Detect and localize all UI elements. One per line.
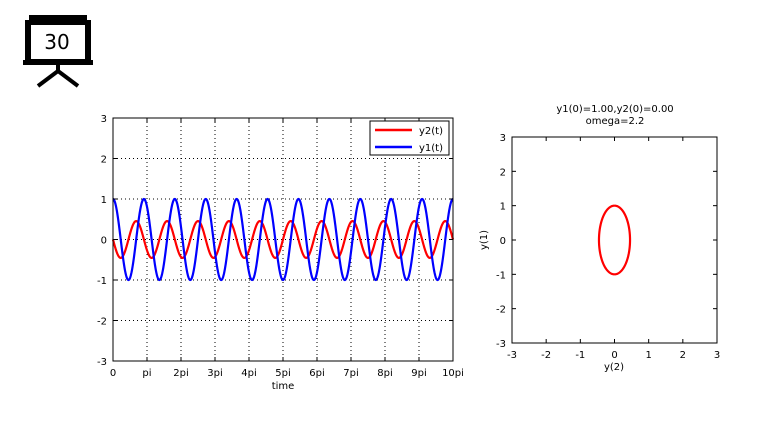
x-tick-label: -2 — [541, 350, 551, 361]
chart-title: y1(0)=1.00,y2(0)=0.00 — [556, 104, 673, 115]
x-tick-label: -1 — [575, 350, 585, 361]
x-tick-label: 0 — [611, 350, 617, 361]
y-tick-label: -2 — [97, 317, 107, 328]
x-axis-label: y(2) — [604, 362, 624, 373]
x-tick-label: 2pi — [173, 368, 189, 379]
x-tick-label: 1 — [645, 350, 651, 361]
x-tick-labels: -3 -2 -1 0 1 2 3 — [507, 350, 720, 361]
phase-trajectory — [597, 204, 632, 276]
x-tick-label: 0 — [110, 368, 116, 379]
y-tick-label: -3 — [97, 357, 107, 368]
phase-trajectory-layer — [597, 204, 632, 276]
y-tick-label: 1 — [101, 195, 107, 206]
y-axis-label: y(1) — [479, 230, 490, 250]
x-tick-label: 2 — [680, 350, 686, 361]
x-tick-label: pi — [142, 368, 151, 379]
y-tick-label: 0 — [101, 236, 107, 247]
legend: y2(t) y1(t) — [369, 120, 450, 156]
y-tick-label: -1 — [496, 270, 506, 281]
x-tick-label: 3 — [714, 350, 720, 361]
x-tick-label: 4pi — [241, 368, 257, 379]
x-axis-label: time — [272, 381, 295, 392]
x-tick-label: 7pi — [343, 368, 359, 379]
tick-marks — [511, 136, 718, 344]
y-tick-labels: 3 2 1 0 -1 -2 -3 — [496, 133, 506, 350]
y-tick-label: 2 — [500, 167, 506, 178]
x-tick-label: 10pi — [442, 368, 464, 379]
x-tick-label: 3pi — [207, 368, 223, 379]
slide-number: 30 — [44, 30, 70, 54]
y-tick-label: -3 — [496, 339, 506, 350]
series-line-y1t — [112, 197, 454, 282]
y-tick-label: 3 — [500, 133, 506, 144]
presentation-board-icon — [23, 15, 93, 88]
y-tick-label: -1 — [97, 276, 107, 287]
x-tick-label: 8pi — [377, 368, 393, 379]
x-tick-label: 5pi — [275, 368, 291, 379]
x-tick-label: 9pi — [411, 368, 427, 379]
y-tick-label: 3 — [101, 114, 107, 125]
x-tick-label: 6pi — [309, 368, 325, 379]
y-tick-labels: 3 2 1 0 -1 -2 -3 — [97, 114, 107, 368]
chart-subtitle: omega=2.2 — [586, 116, 645, 127]
grid-lines — [113, 118, 453, 361]
y-tick-label: 2 — [101, 155, 107, 166]
legend-label-y2: y2(t) — [419, 126, 443, 137]
legend-label-y1: y1(t) — [419, 143, 443, 154]
plot-frame — [511, 136, 718, 344]
x-tick-labels: 0 pi 2pi 3pi 4pi 5pi 6pi 7pi 8pi 9pi 10pi — [110, 368, 464, 379]
x-tick-label: -3 — [507, 350, 517, 361]
series-layer — [111, 197, 455, 282]
y-tick-label: 0 — [500, 236, 506, 247]
y-tick-label: -2 — [496, 305, 506, 316]
y-tick-label: 1 — [500, 202, 506, 213]
